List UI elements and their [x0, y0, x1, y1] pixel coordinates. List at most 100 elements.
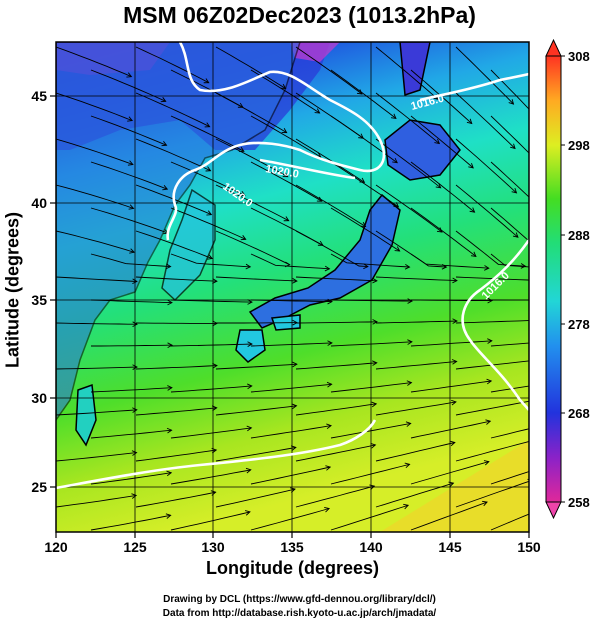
streamline-arrowhead — [162, 185, 169, 191]
streamline — [56, 46, 132, 78]
streamline-arrowhead — [127, 116, 134, 122]
streamline-arrowhead — [369, 484, 376, 490]
streamline-arrowhead — [356, 89, 363, 95]
streamline — [170, 511, 251, 531]
streamline — [330, 69, 397, 119]
pressure-contours — [56, 42, 529, 490]
streamline-arrowhead — [407, 339, 413, 345]
streamline — [215, 276, 297, 282]
streamline — [490, 115, 529, 154]
colorbar-tick-label: 268 — [568, 406, 590, 421]
streamline-arrowhead — [211, 447, 218, 454]
streamline-arrowhead — [324, 506, 331, 513]
streamline-arrowhead — [245, 467, 252, 474]
colorbar-min-arrow — [545, 501, 562, 520]
streamline — [170, 299, 253, 303]
streamline — [215, 488, 296, 508]
streamline-arrowhead — [363, 263, 369, 270]
streamline — [56, 494, 137, 508]
honshu — [248, 193, 401, 329]
streamline-arrowhead — [370, 443, 377, 449]
streamline — [56, 184, 134, 209]
streamline — [330, 115, 398, 164]
streamline — [410, 380, 492, 393]
streamline-arrowhead — [246, 425, 253, 432]
streamline — [56, 452, 137, 462]
streamline — [215, 363, 297, 370]
streamline-arrowhead — [247, 299, 253, 305]
streamline-arrowhead — [325, 465, 332, 471]
isobar-1020-b — [259, 158, 356, 180]
streamline — [295, 276, 377, 282]
streamline — [330, 463, 410, 485]
streamline-arrowhead — [449, 440, 456, 447]
streamline-arrowhead — [167, 299, 173, 306]
streamline — [90, 207, 169, 234]
streamline — [250, 383, 332, 393]
streamline-arrowhead — [160, 97, 167, 103]
streamline — [375, 92, 440, 144]
streamline — [250, 253, 330, 270]
y-tick-label: 35 — [31, 292, 47, 308]
colorbar-tick-label: 288 — [568, 228, 590, 243]
streamline-arrowhead — [360, 221, 367, 227]
streamline-arrowhead — [486, 378, 493, 385]
streamline-arrowhead — [392, 157, 398, 164]
streamline — [295, 485, 375, 508]
streamline-arrowhead — [280, 83, 287, 89]
streamline — [170, 427, 252, 439]
streamline-arrowhead — [212, 278, 218, 284]
streamline — [330, 207, 400, 252]
streamline — [490, 385, 529, 393]
streamline — [170, 161, 245, 196]
streamline-arrowhead — [451, 399, 457, 406]
streamline-arrowhead — [372, 360, 378, 366]
streamline — [215, 46, 286, 89]
streamline-arrowhead — [166, 427, 173, 434]
streamline-arrowhead — [466, 118, 473, 125]
isobar-1020-a — [166, 42, 386, 241]
streamline-arrowhead — [210, 490, 217, 496]
streamline-arrowhead — [520, 263, 527, 269]
streamline-arrowhead — [207, 254, 214, 260]
streamline-arrowhead — [165, 513, 172, 519]
streamline — [295, 138, 365, 183]
streamline-arrowhead — [131, 493, 138, 499]
streamline-arrowhead — [291, 403, 298, 410]
streamline-arrowhead — [326, 423, 332, 430]
streamline-arrowhead — [470, 251, 477, 258]
streamline-arrowhead — [126, 72, 133, 78]
streamline-arrowhead — [247, 383, 253, 390]
streamline-arrowhead — [393, 202, 400, 208]
streamline-arrowhead — [281, 128, 288, 134]
streamline-arrowhead — [212, 363, 218, 369]
streamline — [56, 138, 134, 165]
streamline-arrowhead — [324, 265, 331, 272]
streamline — [215, 230, 290, 266]
streamline — [250, 466, 331, 485]
streamline — [455, 46, 514, 105]
colorbar: 308 298 288 278 268 258 — [545, 38, 590, 520]
streamline — [410, 115, 474, 169]
streamline — [170, 385, 252, 393]
streamline-arrowhead — [326, 381, 333, 388]
streamline-arrowhead — [132, 278, 138, 285]
streamline — [375, 482, 454, 508]
streamline-arrowhead — [405, 421, 412, 427]
streamline — [215, 138, 288, 178]
streamline-arrowhead — [290, 487, 296, 493]
streamline — [295, 444, 376, 462]
streamline — [375, 276, 457, 282]
streamline — [135, 46, 209, 84]
streamline — [250, 508, 330, 531]
x-tick-label: 145 — [438, 539, 462, 555]
streamline — [410, 253, 489, 269]
streamline-arrowhead — [282, 172, 289, 178]
streamline-arrowhead — [132, 321, 138, 327]
streamline-arrowhead — [245, 263, 252, 270]
streamline-arrowhead — [532, 318, 536, 323]
streamline — [56, 366, 138, 370]
streamline — [410, 501, 488, 531]
streamline-arrowhead — [568, 298, 572, 303]
streamline-arrowhead — [167, 385, 173, 391]
